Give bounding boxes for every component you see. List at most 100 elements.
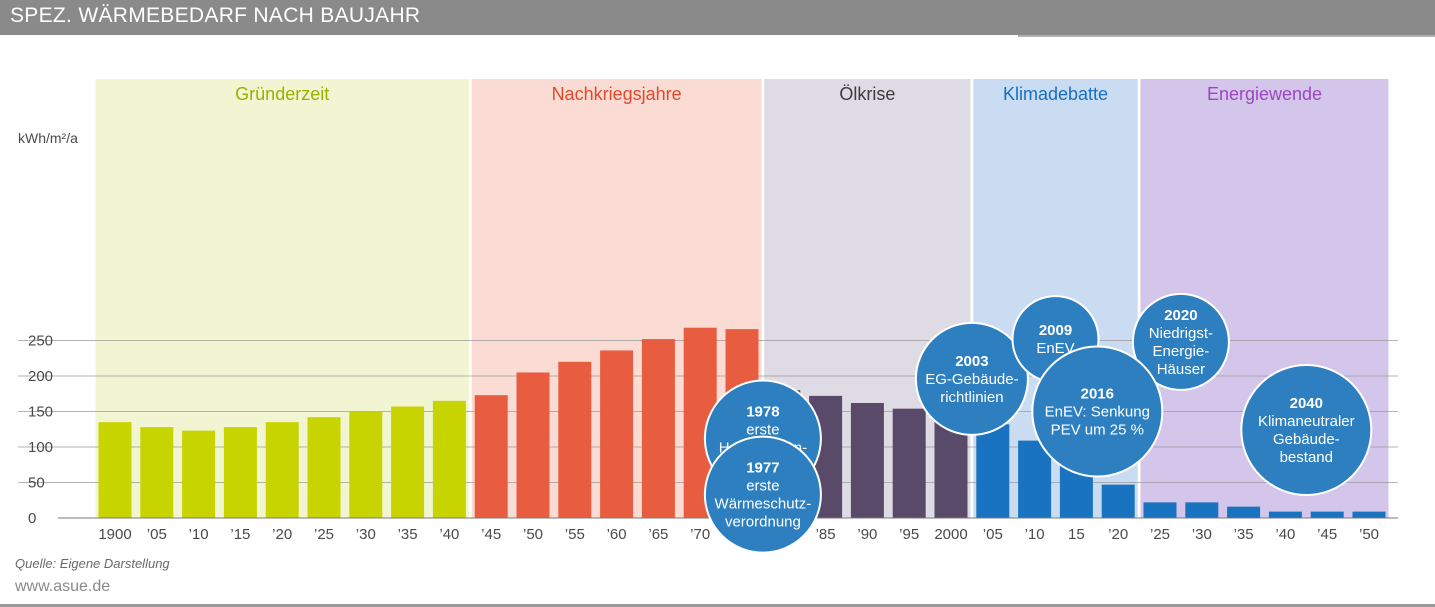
x-tick-label: ’35 (398, 526, 418, 543)
period-label: Nachkriegsjahre (552, 84, 682, 104)
website-link[interactable]: www.asue.de (15, 578, 111, 595)
annotation-circle (1240, 363, 1373, 496)
bar (1018, 440, 1052, 518)
annotation-text: erste (746, 478, 779, 495)
annotation-text: Häuser (1157, 361, 1205, 378)
x-tick-label: ’35 (1234, 526, 1254, 543)
y-tick-label: 0 (28, 510, 36, 527)
header-bar: SPEZ. WÄRMEBEDARF NACH BAUJAHR (0, 0, 1435, 35)
bar (1352, 511, 1386, 518)
annotation-year: 2020 (1164, 307, 1197, 324)
y-tick-label: 200 (28, 368, 53, 385)
annotation-circle (1031, 345, 1164, 478)
y-tick-label: 100 (28, 439, 53, 456)
annotation-year: 2009 (1039, 322, 1072, 339)
y-axis-label: kWh/m²/a (18, 130, 78, 146)
bar (850, 402, 884, 518)
bar (976, 424, 1010, 518)
annotation-text: PEV um 25 % (1051, 422, 1144, 439)
annotation-text: bestand (1280, 449, 1333, 466)
x-tick-label: ’60 (607, 526, 627, 543)
annotation-text: richtlinien (940, 389, 1003, 406)
bar (1268, 511, 1302, 518)
annotation-year: 1977 (746, 460, 779, 477)
bar (1185, 502, 1219, 518)
annotation-text: Klimaneutraler (1258, 413, 1355, 430)
x-tick-label: 2000 (934, 526, 967, 543)
x-tick-label: ’55 (565, 526, 585, 543)
x-tick-label: ’95 (899, 526, 919, 543)
x-tick-label: ’40 (1275, 526, 1295, 543)
bar (558, 361, 592, 518)
x-tick-label: ’25 (1150, 526, 1170, 543)
x-tick-label: ’90 (857, 526, 877, 543)
annotation-text: EnEV: Senkung (1045, 404, 1150, 421)
annotation-text: EnEV (1036, 340, 1074, 357)
period-label: Klimadebatte (1003, 84, 1108, 104)
period-label: Gründerzeit (235, 84, 329, 104)
period-label: Energiewende (1207, 84, 1322, 104)
annotation-text: Niedrigst- (1149, 325, 1213, 342)
annotation-year: 2016 (1081, 386, 1114, 403)
x-tick-label: ’05 (983, 526, 1003, 543)
bar (892, 408, 926, 518)
x-tick-label: ’05 (147, 526, 167, 543)
annotation-text: Gebäude- (1273, 431, 1340, 448)
bar (140, 427, 174, 518)
bar (265, 422, 299, 518)
x-tick-label: ’45 (1317, 526, 1337, 543)
bar (307, 417, 341, 518)
bar (1101, 484, 1135, 518)
source-note: Quelle: Eigene Darstellung (15, 556, 170, 571)
x-tick-label: ’30 (1192, 526, 1212, 543)
bar (516, 372, 550, 518)
x-tick-label: ’70 (690, 526, 710, 543)
x-tick-label: ’10 (1025, 526, 1045, 543)
bar (182, 430, 216, 518)
bar (1227, 506, 1261, 518)
x-tick-label: ’20 (1108, 526, 1128, 543)
annotation-circle (703, 435, 822, 552)
x-tick-label: ’10 (189, 526, 209, 543)
bar (432, 400, 466, 518)
annotation-year: 2003 (955, 353, 988, 370)
period-label: Ölkrise (839, 84, 895, 104)
bar (474, 395, 508, 518)
bottom-divider (0, 604, 1435, 607)
bar (641, 339, 675, 518)
y-tick-label: 150 (28, 404, 53, 421)
annotation-text: EG-Gebäude- (925, 371, 1018, 388)
x-tick-label: ’50 (523, 526, 543, 543)
page-title: SPEZ. WÄRMEBEDARF NACH BAUJAHR (10, 4, 421, 27)
annotation-text: Wärmeschutz- (715, 496, 812, 513)
x-tick-label: ’40 (439, 526, 459, 543)
bar (1143, 502, 1177, 518)
x-tick-label: ’50 (1359, 526, 1379, 543)
x-tick-label: ’20 (272, 526, 292, 543)
x-tick-label: ’45 (481, 526, 501, 543)
x-tick-label: ’65 (648, 526, 668, 543)
y-tick-label: 250 (28, 333, 53, 350)
x-tick-label: 1900 (98, 526, 131, 543)
header-divider (1018, 35, 1435, 37)
bar (98, 422, 132, 518)
bar-chart: Gründerzeit Nachkriegsjahre Ölkrise Klimade… (18, 79, 1398, 552)
x-tick-label: 15 (1068, 526, 1085, 543)
x-tick-label: ’25 (314, 526, 334, 543)
annotation-year: 2040 (1290, 395, 1323, 412)
bar (223, 427, 257, 518)
annotation-text: erste (746, 421, 779, 438)
annotation-circle (914, 321, 1029, 436)
bar (391, 406, 425, 518)
bar (1310, 511, 1344, 518)
annotation-year: 1978 (746, 403, 779, 420)
x-tick-label: ’30 (356, 526, 376, 543)
y-tick-label: 50 (28, 475, 45, 492)
bar (600, 350, 634, 518)
x-tick-label: ’15 (230, 526, 250, 543)
x-tick-label: ’85 (816, 526, 836, 543)
annotation-circle (1131, 292, 1230, 391)
bar (349, 411, 383, 518)
annotation-text: Energie- (1153, 343, 1210, 360)
annotation-text: verordnung (725, 514, 801, 531)
